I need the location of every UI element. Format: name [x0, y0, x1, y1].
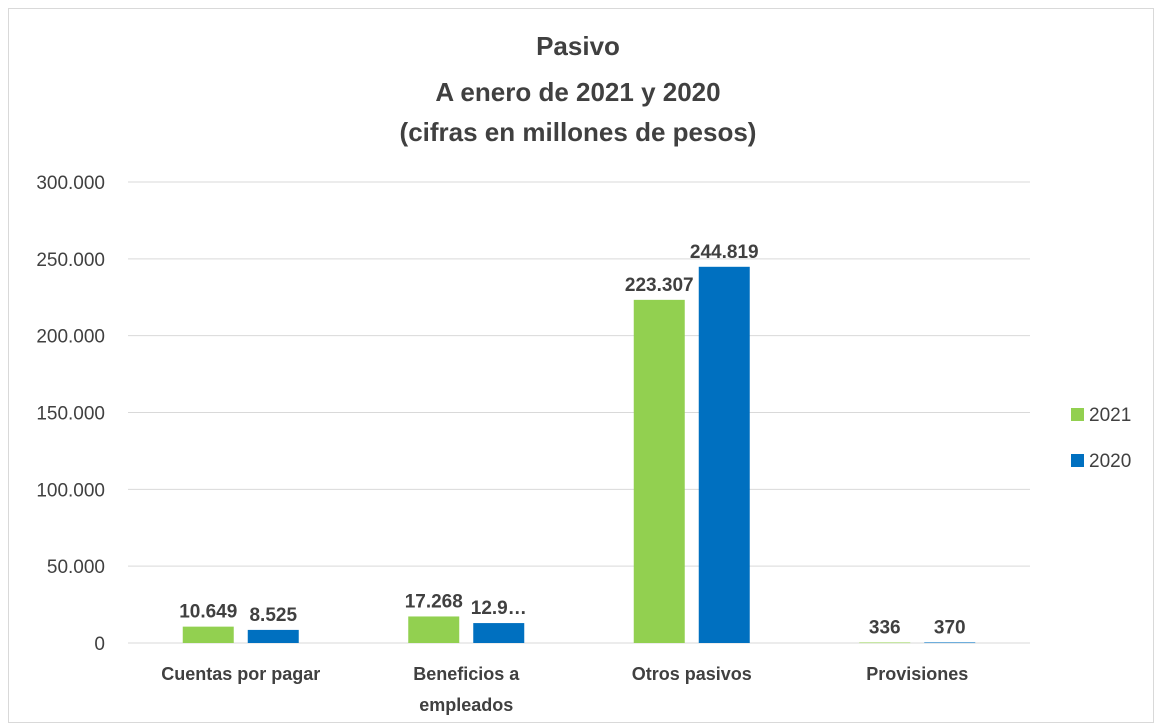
bar-2021-3: [859, 642, 911, 644]
bar-2021-0: [182, 626, 234, 643]
y-tick-label-6: 300.000: [36, 173, 105, 194]
chart-frame: [8, 8, 1154, 723]
y-tick-label-1: 50.000: [47, 557, 105, 578]
y-tick-label-4: 200.000: [36, 327, 105, 348]
y-tick-label-3: 150.000: [36, 404, 105, 425]
y-tick-label-5: 250.000: [36, 250, 105, 271]
bar-2020-2: [698, 266, 750, 643]
data-label-2021-1: 17.268: [405, 591, 463, 612]
data-label-2021-2: 223.307: [625, 275, 694, 296]
data-label-2020-2: 244.819: [690, 242, 759, 263]
data-label-2021-3: 336: [869, 617, 901, 638]
x-category-label-0: Cuentas por pagar: [161, 664, 320, 684]
data-label-2020-1: 12.9…: [471, 598, 527, 619]
chart-title-line-2: (cifras en millones de pesos): [400, 117, 757, 147]
legend-swatch-2020: [1071, 454, 1084, 467]
y-tick-label-2: 100.000: [36, 480, 105, 501]
bar-2020-1: [473, 623, 525, 643]
x-category-label-1: Beneficios a: [413, 664, 520, 684]
legend-swatch-2021: [1071, 408, 1084, 421]
x-category-label-2: Otros pasivos: [632, 664, 752, 684]
chart-title-line-1: A enero de 2021 y 2020: [435, 77, 720, 107]
data-label-2020-0: 8.525: [249, 605, 297, 626]
legend-label-2020: 2020: [1089, 451, 1131, 472]
chart-title-line-0: Pasivo: [536, 31, 620, 61]
data-label-2020-3: 370: [934, 617, 966, 638]
y-tick-label-0: 0: [94, 634, 105, 655]
x-category-label-1-line1: empleados: [419, 695, 513, 715]
data-label-2021-0: 10.649: [179, 602, 237, 623]
bar-2021-1: [408, 616, 460, 643]
legend-label-2021: 2021: [1089, 405, 1131, 426]
bar-2020-3: [924, 642, 976, 644]
bar-2020-0: [247, 629, 299, 643]
x-category-label-3: Provisiones: [866, 664, 968, 684]
bar-2021-2: [633, 299, 685, 643]
